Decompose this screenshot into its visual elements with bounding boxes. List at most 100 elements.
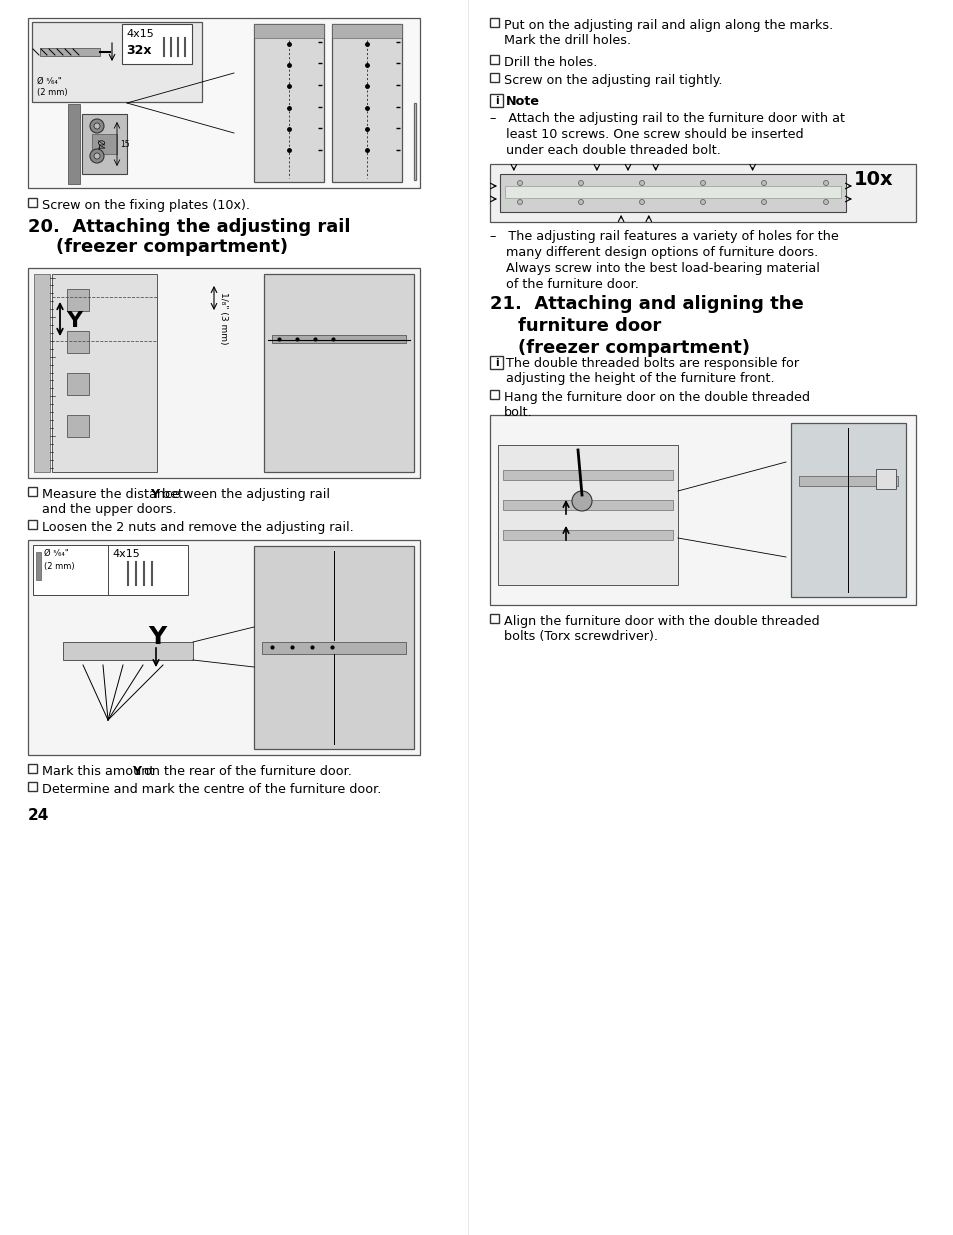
Text: Screw on the fixing plates (10x).: Screw on the fixing plates (10x). [42,199,250,212]
Bar [490,56,498,64]
Text: between the adjusting rail: between the adjusting rail [158,488,330,501]
Bar [32,22,202,103]
Bar [502,471,672,480]
Bar [497,445,678,585]
Bar [28,782,37,790]
Bar [68,104,80,184]
Text: of the furniture door.: of the furniture door. [490,278,639,291]
Text: 15: 15 [120,140,130,149]
Bar [52,274,157,472]
Text: and the upper doors.: and the upper doors. [42,503,176,516]
Bar [28,19,419,188]
Bar [272,335,406,343]
Bar [67,373,89,395]
Circle shape [94,153,100,159]
Text: many different design options of furniture doors.: many different design options of furnitu… [490,246,818,259]
Text: i: i [495,95,497,105]
Text: (freezer compartment): (freezer compartment) [56,238,288,256]
Bar [414,103,416,180]
Text: i: i [495,357,497,368]
Circle shape [822,180,827,185]
Text: 4x15: 4x15 [126,28,153,40]
Circle shape [760,180,765,185]
Text: Ø ⁵⁄₆₄": Ø ⁵⁄₆₄" [37,77,62,86]
Text: Mark the drill holes.: Mark the drill holes. [503,35,631,47]
Text: 32x: 32x [126,44,152,57]
Circle shape [639,180,644,185]
Text: Measure the distance: Measure the distance [42,488,184,501]
Text: –   Attach the adjusting rail to the furniture door with at: – Attach the adjusting rail to the furni… [490,112,844,125]
Text: 10x: 10x [853,170,893,189]
Bar [490,356,502,369]
Circle shape [760,200,765,205]
Circle shape [517,200,522,205]
Bar [490,415,915,605]
Bar [490,94,502,107]
Text: under each double threaded bolt.: under each double threaded bolt. [490,144,720,157]
Bar [799,475,897,487]
Text: Screw on the adjusting rail tightly.: Screw on the adjusting rail tightly. [503,74,721,86]
Bar [40,48,100,56]
Bar [253,23,324,38]
Text: Drill the holes.: Drill the holes. [503,56,597,69]
Text: furniture door: furniture door [517,317,660,335]
Text: Put on the adjusting rail and align along the marks.: Put on the adjusting rail and align alon… [503,19,832,32]
Bar [490,390,498,399]
Text: Ø ⁵⁄₆₄": Ø ⁵⁄₆₄" [44,550,69,558]
Text: Ø4: Ø4 [95,140,104,149]
Text: on the rear of the furniture door.: on the rear of the furniture door. [140,764,352,778]
Text: bolt.: bolt. [503,406,532,419]
Circle shape [700,200,705,205]
Text: Note: Note [505,95,539,107]
Circle shape [700,180,705,185]
Circle shape [90,149,104,163]
Text: 21.  Attaching and aligning the: 21. Attaching and aligning the [490,295,803,312]
Bar [28,198,37,207]
Circle shape [578,180,583,185]
Bar [28,540,419,755]
Bar [253,23,324,182]
Bar [91,135,117,154]
Text: (2 mm): (2 mm) [37,88,68,98]
Circle shape [822,200,827,205]
Bar [490,19,498,27]
Circle shape [90,119,104,133]
Bar [502,530,672,540]
Text: 4x15: 4x15 [112,550,139,559]
Text: 20.  Attaching the adjusting rail: 20. Attaching the adjusting rail [28,219,350,236]
Text: (freezer compartment): (freezer compartment) [517,338,749,357]
Text: Hang the furniture door on the double threaded: Hang the furniture door on the double th… [503,391,809,404]
Bar [332,23,401,182]
Bar [33,545,141,595]
Text: Loosen the 2 nuts and remove the adjusting rail.: Loosen the 2 nuts and remove the adjusti… [42,521,354,534]
Bar [28,520,37,529]
Bar [28,764,37,773]
Bar [28,268,419,478]
Bar [490,73,498,82]
Circle shape [94,124,100,128]
Bar [499,174,845,212]
Text: The double threaded bolts are responsible for: The double threaded bolts are responsibl… [505,357,799,370]
Text: least 10 screws. One screw should be inserted: least 10 screws. One screw should be ins… [490,128,802,141]
Text: 24: 24 [28,808,50,823]
Bar [67,415,89,437]
Circle shape [517,180,522,185]
Bar [52,296,157,341]
Bar [122,23,192,64]
Text: Align the furniture door with the double threaded: Align the furniture door with the double… [503,615,819,629]
Bar [262,642,406,655]
Bar [875,469,895,489]
Bar [108,545,188,595]
Text: bolts (Torx screwdriver).: bolts (Torx screwdriver). [503,630,658,643]
Text: Y: Y [132,764,141,778]
Bar [332,23,401,38]
Text: (2 mm): (2 mm) [44,562,74,571]
Bar [63,642,193,659]
Bar [490,614,498,622]
Bar [67,289,89,311]
Bar [34,274,50,472]
Text: Determine and mark the centre of the furniture door.: Determine and mark the centre of the fur… [42,783,381,797]
Text: Y: Y [150,488,159,501]
Circle shape [572,492,592,511]
Bar [502,500,672,510]
